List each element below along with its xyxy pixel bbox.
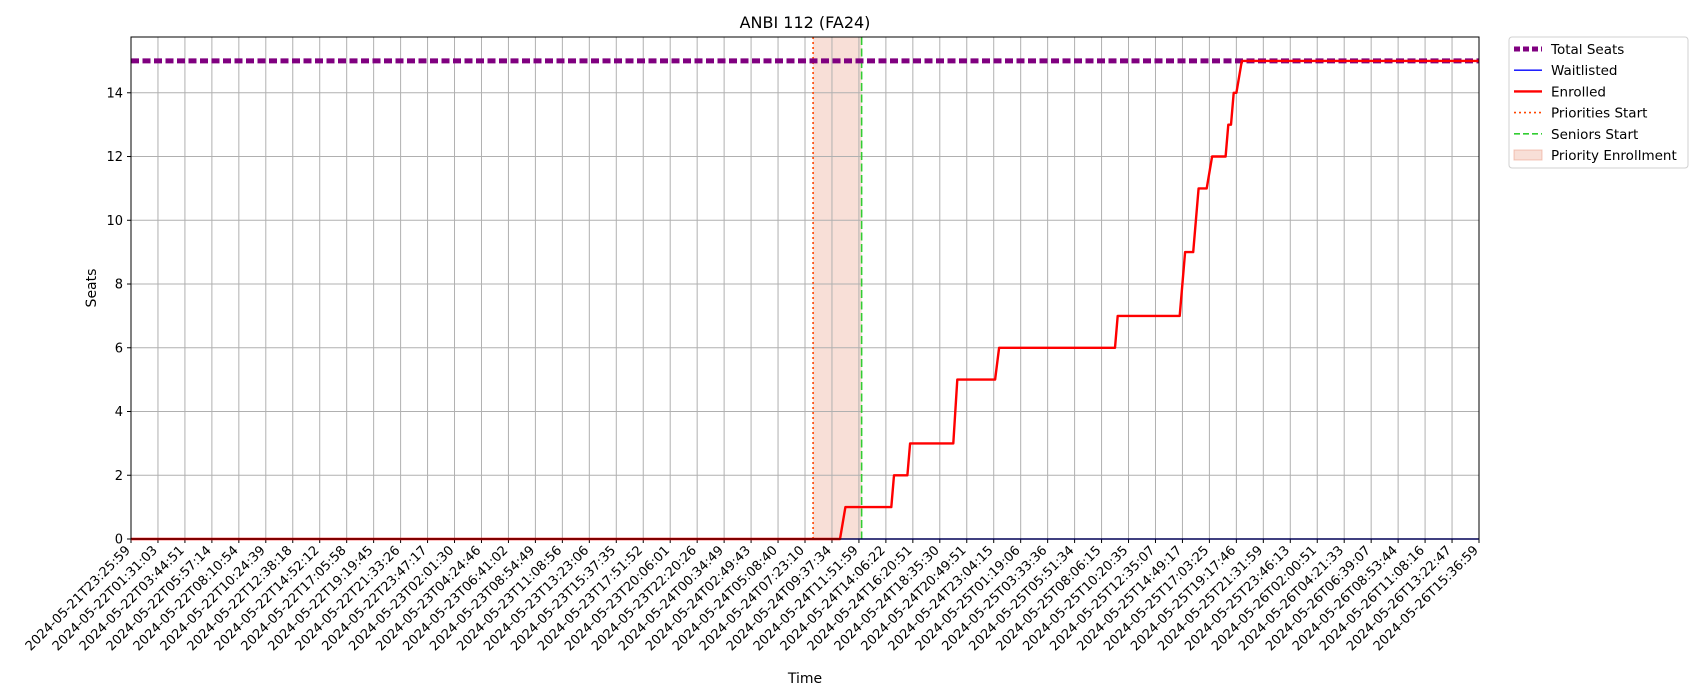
plot-frame [130,36,1480,540]
legend-box [1508,36,1689,169]
plot-area: 2024-05-21T23:25:592024-05-22T01:31:0320… [23,36,1482,654]
y-tick-label: 4 [115,405,123,420]
x-axis-title: Time [787,671,822,687]
y-tick-label: 10 [106,214,123,229]
legend-label-priority-enrollment: Priority Enrollment [1551,148,1677,164]
legend-label-priorities-start: Priorities Start [1551,106,1647,122]
y-tick-label: 12 [106,150,123,165]
legend: Total Seats Waitlisted Enrolled Priorities … [1508,36,1689,169]
legend-label-enrolled: Enrolled [1551,84,1606,100]
y-tick-label: 14 [106,86,123,101]
legend-label-seniors-start: Seniors Start [1551,127,1638,143]
chart-title: ANBI 112 (FA24) [740,13,871,32]
priority-enrollment-span [813,37,862,539]
legend-swatch-priority-enrollment [1513,149,1543,161]
y-tick-label: 8 [115,278,123,293]
y-tick-label: 2 [115,469,123,484]
y-tick-label: 6 [115,341,123,356]
y-axis-title: Seats [84,269,100,308]
enrolled-series-line [131,59,1479,541]
y-tick-label: 0 [115,533,123,548]
legend-label-waitlisted: Waitlisted [1551,63,1618,79]
legend-label-total-seats: Total Seats [1550,42,1624,58]
